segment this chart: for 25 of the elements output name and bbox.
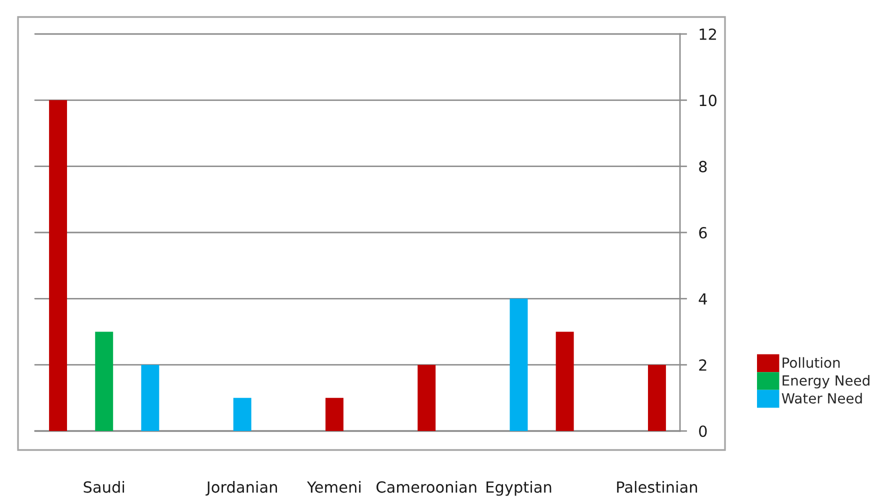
y-tick-label: 4: [698, 293, 707, 304]
y-tick-label: 10: [700, 94, 716, 106]
bar: [141, 364, 160, 431]
bar: [510, 298, 528, 431]
y-tick-label: 12: [700, 28, 716, 40]
x-tick-label: Yemeni: [306, 481, 360, 493]
y-tick-label: 6: [699, 226, 707, 239]
legend-label: Energy Need: [782, 374, 870, 388]
y-tick-label: 0: [699, 425, 707, 438]
x-tick-label: Palestinian: [617, 481, 698, 493]
legend-label: Pollution: [782, 357, 840, 368]
bar: [556, 332, 574, 431]
y-tick-label: 8: [699, 160, 707, 172]
bar: [49, 100, 68, 431]
x-tick-label: Egyptian: [486, 481, 552, 496]
bar: [648, 364, 666, 431]
bar: [418, 364, 436, 431]
x-tick-label: Jordanian: [206, 481, 277, 496]
x-tick-label: Saudi: [84, 481, 124, 493]
legend-label: Water Need: [782, 392, 862, 404]
y-tick-label: 2: [699, 359, 706, 371]
bar: [233, 398, 252, 431]
x-tick-label: Cameroonian: [376, 481, 476, 493]
bar: [325, 398, 344, 431]
bar: [95, 332, 114, 431]
